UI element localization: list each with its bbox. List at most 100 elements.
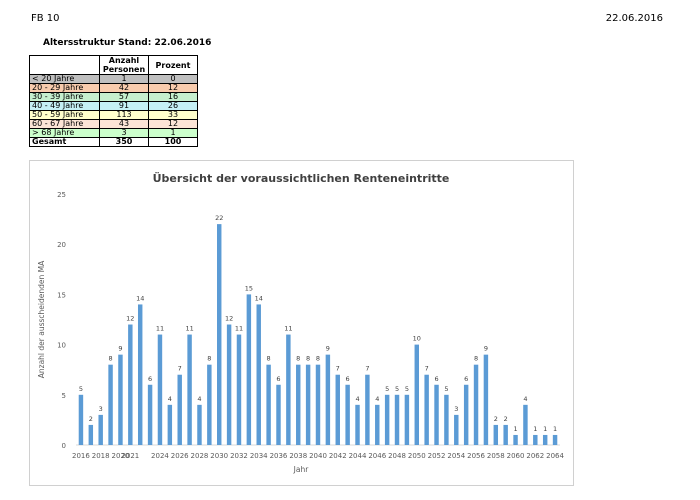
x-tick-label: 2028	[191, 452, 209, 460]
y-tick-label: 20	[57, 241, 66, 249]
bar	[454, 414, 459, 445]
table-header-label	[29, 55, 100, 75]
bar-value-label: 2	[504, 415, 508, 423]
table-header-percent: Prozent	[148, 55, 198, 75]
bar	[187, 334, 192, 445]
bar	[513, 434, 518, 445]
bar	[305, 364, 311, 445]
bar	[177, 374, 182, 445]
bar-value-label: 1	[513, 425, 517, 433]
table-total-count: 350	[99, 137, 149, 147]
bar-value-label: 8	[109, 355, 113, 363]
y-tick-label: 5	[62, 392, 66, 400]
bar	[108, 364, 113, 445]
bar	[167, 404, 173, 445]
bar-value-label: 14	[255, 294, 263, 302]
bar	[266, 364, 271, 445]
bar	[147, 384, 153, 445]
bar-value-label: 7	[336, 365, 340, 373]
bar-value-label: 11	[156, 325, 164, 333]
bar-value-label: 1	[553, 425, 557, 433]
x-tick-label: 2030	[210, 452, 228, 460]
bar-value-label: 11	[185, 325, 193, 333]
bar	[325, 354, 331, 445]
bar	[523, 404, 528, 445]
table-total-label: Gesamt	[29, 137, 100, 147]
table-title: Altersstruktur Stand: 22.06.2016	[43, 38, 212, 48]
bar	[384, 394, 390, 445]
bar	[542, 434, 548, 445]
bar	[78, 394, 84, 445]
bar-value-label: 8	[474, 355, 478, 363]
bar-value-label: 5	[79, 385, 83, 393]
x-axis-title: Jahr	[293, 465, 310, 474]
bar	[444, 394, 449, 445]
table-total-row: Gesamt 350 100	[29, 137, 198, 147]
bar-value-label: 2	[89, 415, 93, 423]
x-tick-label: 2064	[546, 452, 564, 460]
x-tick-label: 2032	[230, 452, 248, 460]
bar	[404, 394, 410, 445]
bar-value-label: 9	[326, 345, 330, 353]
header-left-label: FB 10	[31, 13, 60, 24]
bar	[246, 294, 252, 445]
bar	[276, 384, 281, 445]
age-structure-table: Anzahl Personen Prozent < 20 Jahre 1 0 20 -…	[29, 55, 198, 147]
x-tick-label: 2026	[171, 452, 189, 460]
x-tick-label: 2040	[309, 452, 327, 460]
bar-value-label: 22	[215, 214, 223, 222]
bar-value-label: 4	[197, 395, 201, 403]
bar-value-label: 8	[267, 355, 271, 363]
bar-value-label: 6	[276, 375, 280, 383]
bar-value-label: 3	[99, 405, 103, 413]
x-tick-label: 2052	[428, 452, 446, 460]
y-tick-label: 0	[62, 442, 66, 450]
bar-value-label: 8	[316, 355, 320, 363]
bar-value-label: 15	[245, 284, 253, 292]
x-tick-label: 2046	[368, 452, 386, 460]
bar-value-label: 6	[148, 375, 152, 383]
bar-value-label: 14	[136, 294, 144, 302]
bar	[473, 364, 479, 445]
bar	[533, 434, 538, 445]
table-header-count: Anzahl Personen	[99, 55, 149, 75]
bar-value-label: 1	[543, 425, 547, 433]
bar	[414, 344, 419, 445]
bar-value-label: 3	[454, 405, 458, 413]
x-tick-label: 2024	[151, 452, 169, 460]
x-tick-label: 2034	[250, 452, 268, 460]
bar	[463, 384, 469, 445]
x-tick-label: 2016	[72, 452, 90, 460]
bar-value-label: 7	[365, 365, 369, 373]
bar	[157, 334, 163, 445]
bar-value-label: 10	[413, 335, 421, 343]
bar-value-label: 6	[434, 375, 438, 383]
retirement-bar-chart: Übersicht der voraussichtlichen Rentenei…	[37, 171, 565, 474]
y-tick-label: 15	[57, 291, 66, 299]
bar	[256, 304, 261, 445]
bar	[503, 424, 508, 445]
bar-value-label: 9	[484, 345, 488, 353]
bar-value-label: 6	[464, 375, 468, 383]
bar-value-label: 2	[494, 415, 498, 423]
bar-value-label: 7	[178, 365, 182, 373]
header-date: 22.06.2016	[605, 13, 663, 24]
bar-value-label: 11	[284, 325, 292, 333]
bar-value-label: 1	[533, 425, 537, 433]
bar-value-label: 8	[207, 355, 211, 363]
bar-value-label: 12	[126, 315, 134, 323]
bar	[128, 324, 133, 445]
bar	[296, 364, 301, 445]
bar	[217, 224, 222, 445]
x-tick-label: 2054	[447, 452, 465, 460]
bar	[375, 404, 380, 445]
bar-value-label: 6	[346, 375, 350, 383]
bar-value-label: 9	[118, 345, 122, 353]
bar	[236, 334, 242, 445]
bar	[197, 404, 202, 445]
bar	[335, 374, 340, 445]
x-tick-label: 2050	[408, 452, 426, 460]
bar	[315, 364, 321, 445]
bar-value-label: 4	[523, 395, 527, 403]
bar	[286, 334, 291, 445]
